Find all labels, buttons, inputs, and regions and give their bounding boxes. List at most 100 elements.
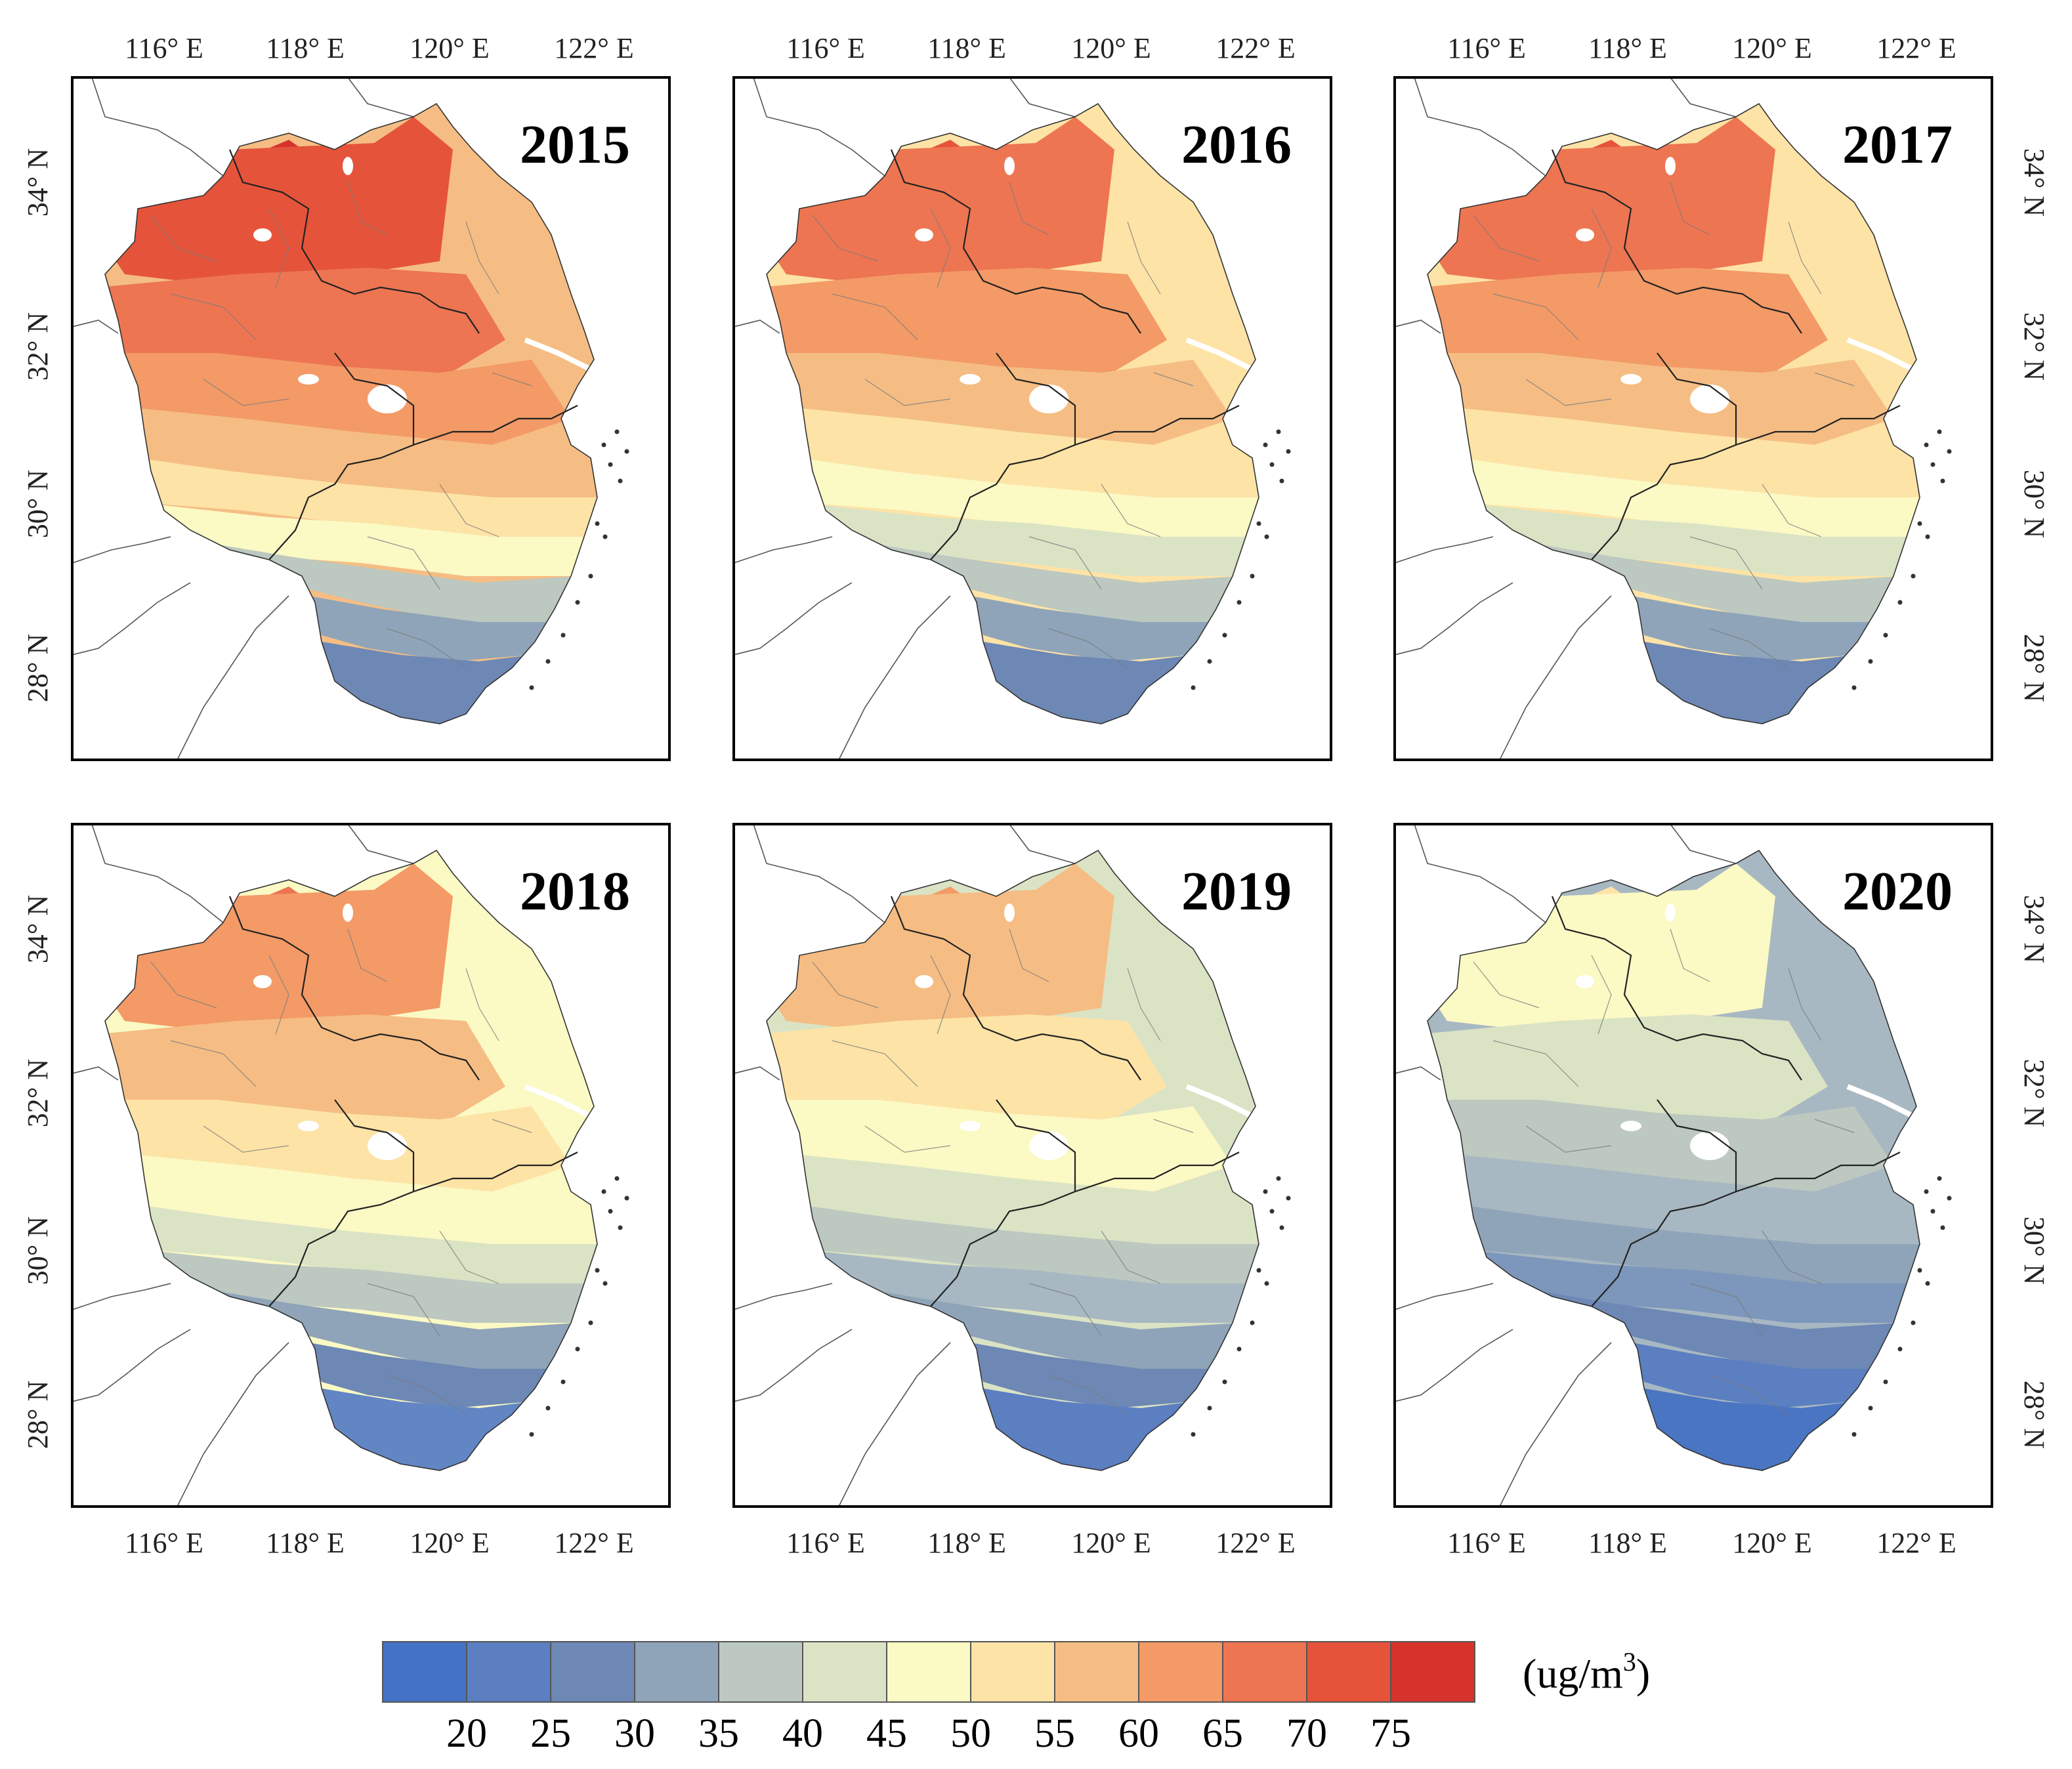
unit-close: ) [1636, 1650, 1650, 1697]
island [1925, 1281, 1930, 1286]
concentration-band-5 [799, 458, 1259, 537]
concentration-band-6 [1473, 504, 1913, 576]
map-panel-2017: 2017 116° E 118° E 120° E 122° E 34° N 32° N 30… [1393, 32, 2050, 761]
legend-swatch-4 [718, 1641, 803, 1703]
legend-swatch-11 [1306, 1641, 1391, 1703]
island [1940, 478, 1945, 484]
region-outline [104, 849, 598, 1471]
island [595, 1268, 600, 1273]
island [1269, 1209, 1275, 1214]
neighbor-borders [72, 824, 414, 1507]
legend-swatch-1 [466, 1641, 551, 1703]
latitude-tick-label: 32° N [2018, 1059, 2050, 1127]
map-panel-2019: 2019 116° E 118° E 120° E 122° E [732, 823, 1332, 1559]
island [1947, 1196, 1952, 1201]
latitude-tick-label: 30° N [22, 1217, 54, 1285]
longitude-tick-label: 120° E [1732, 1527, 1811, 1559]
island [618, 1225, 623, 1230]
neighbor-borders [72, 77, 414, 760]
concentration-band-8 [1631, 596, 1880, 661]
concentration-band-3 [767, 353, 1233, 445]
island [601, 1189, 606, 1194]
island [1191, 1432, 1196, 1437]
province-borders [890, 896, 1240, 1307]
latitude-tick-label: 34° N [2018, 148, 2050, 217]
island [608, 1209, 613, 1214]
concentration-band-4 [1434, 406, 1913, 497]
island [1286, 449, 1291, 454]
concentration-band-4 [1434, 1152, 1913, 1244]
island [614, 429, 620, 434]
lake [298, 374, 319, 385]
panel-year-label: 2015 [520, 114, 630, 175]
island [1222, 1379, 1227, 1384]
lake [915, 975, 933, 988]
longitude-tick-label: 122° E [1216, 1527, 1295, 1559]
island [1868, 659, 1873, 664]
concentration-band-5 [799, 1205, 1259, 1283]
longitude-tick-label: 120° E [410, 1527, 489, 1559]
latitude-tick-label: 30° N [2018, 470, 2050, 538]
island [1917, 521, 1922, 526]
legend-tick-label: 35 [698, 1711, 739, 1756]
map-content [1395, 824, 1992, 1507]
unit-superscript: 3 [1623, 1647, 1636, 1676]
legend-tick-label: 65 [1202, 1711, 1243, 1756]
longitude-tick-label: 118° E [927, 32, 1006, 64]
river-mouth [1846, 337, 1914, 372]
concentration-bands [1427, 864, 1920, 1470]
legend-unit-label: (ug/m3) [1523, 1647, 1650, 1697]
concentration-band-3 [105, 1100, 571, 1192]
latitude-tick-label: 32° N [22, 312, 54, 381]
river-mouth [524, 337, 592, 372]
island [603, 534, 608, 539]
island [1237, 1346, 1242, 1352]
longitude-tick-label: 120° E [1071, 1527, 1151, 1559]
legend-swatch-7 [970, 1641, 1055, 1703]
panel-year-label: 2016 [1181, 114, 1292, 175]
concentration-band-2 [767, 268, 1167, 379]
coastal-islands [1851, 429, 1952, 690]
legend-tick-label: 25 [530, 1711, 571, 1756]
map-frame [1393, 76, 1993, 761]
map-content [1395, 77, 1992, 760]
coastal-islands [1191, 1176, 1291, 1437]
island [1851, 1432, 1857, 1437]
legend-swatch-9 [1138, 1641, 1223, 1703]
latitude-tick-label: 32° N [22, 1059, 54, 1127]
concentration-band-2 [767, 1014, 1167, 1126]
lake [1576, 228, 1594, 241]
lake [343, 157, 353, 175]
legend-tick-label: 60 [1118, 1711, 1159, 1756]
concentration-band-3 [105, 353, 571, 445]
island [1264, 1281, 1269, 1286]
island [601, 442, 606, 447]
map-panels: 2015 116° E 118° E 120° E 122° E 34° N 32° N 30… [22, 32, 2050, 1559]
island [1264, 534, 1269, 539]
longitude-tick-label: 116° E [786, 32, 865, 64]
island [1917, 1268, 1922, 1273]
province-borders [228, 896, 578, 1307]
region-outline [766, 102, 1259, 724]
longitude-tick-label: 122° E [1876, 32, 1956, 64]
longitude-tick-label: 116° E [1447, 32, 1526, 64]
concentration-band-7 [171, 537, 578, 622]
island [1237, 600, 1242, 605]
island [588, 1320, 593, 1325]
island [624, 449, 629, 454]
legend-swatch-2 [550, 1641, 635, 1703]
island [1250, 573, 1255, 579]
lake [1576, 975, 1594, 988]
map-content [72, 824, 669, 1507]
island [595, 521, 600, 526]
island [529, 685, 534, 690]
legend-tick-label: 40 [782, 1711, 823, 1756]
island [1947, 449, 1952, 454]
longitude-tick-label: 116° E [1447, 1527, 1526, 1559]
legend-tick-label: 55 [1034, 1711, 1075, 1756]
lake [960, 374, 981, 385]
island [545, 659, 551, 664]
legend-swatch-5 [802, 1641, 887, 1703]
concentration-band-4 [112, 406, 591, 497]
